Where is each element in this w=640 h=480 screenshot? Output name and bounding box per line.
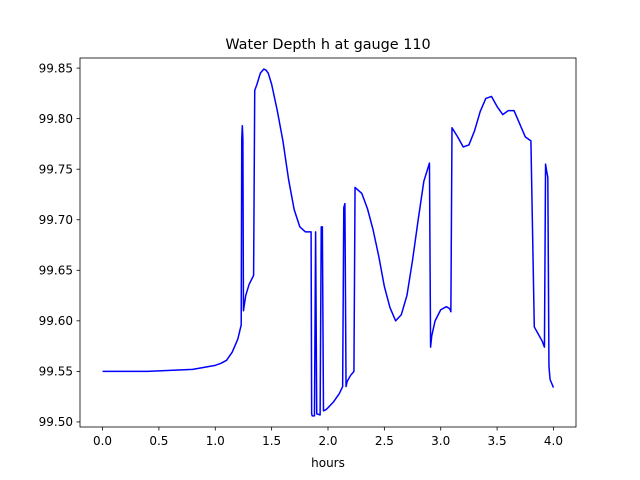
plot-frame — [79, 57, 577, 428]
y-tick-label: 99.70 — [39, 213, 73, 227]
x-tick-label: 4.0 — [544, 434, 563, 448]
chart-title: Water Depth h at gauge 110 — [225, 37, 430, 53]
x-tick-label: 1.0 — [206, 434, 225, 448]
y-axis-ticks: 99.50 99.55 99.60 99.65 99.70 99.75 99.80 99.85 — [39, 61, 80, 429]
y-tick-label: 99.60 — [39, 314, 73, 328]
x-tick-label: 3.0 — [431, 434, 450, 448]
y-tick-label: 99.50 — [39, 415, 73, 429]
y-tick-label: 99.55 — [39, 365, 73, 379]
x-tick-label: 0.5 — [149, 434, 168, 448]
x-tick-label: 1.5 — [262, 434, 281, 448]
series-line — [102, 68, 555, 417]
x-axis-label: hours — [311, 456, 345, 470]
y-tick-label: 99.85 — [39, 61, 73, 75]
x-tick-label: 3.5 — [488, 434, 507, 448]
y-tick-label: 99.65 — [39, 264, 73, 278]
y-tick-label: 99.80 — [39, 112, 73, 126]
y-tick-label: 99.75 — [39, 163, 73, 177]
x-tick-label: 0.0 — [93, 434, 112, 448]
x-axis-ticks: 0.0 0.5 1.0 1.5 2.0 2.5 3.0 3.5 4.0 — [93, 427, 563, 448]
x-tick-label: 2.5 — [375, 434, 394, 448]
x-tick-label: 2.0 — [318, 434, 337, 448]
